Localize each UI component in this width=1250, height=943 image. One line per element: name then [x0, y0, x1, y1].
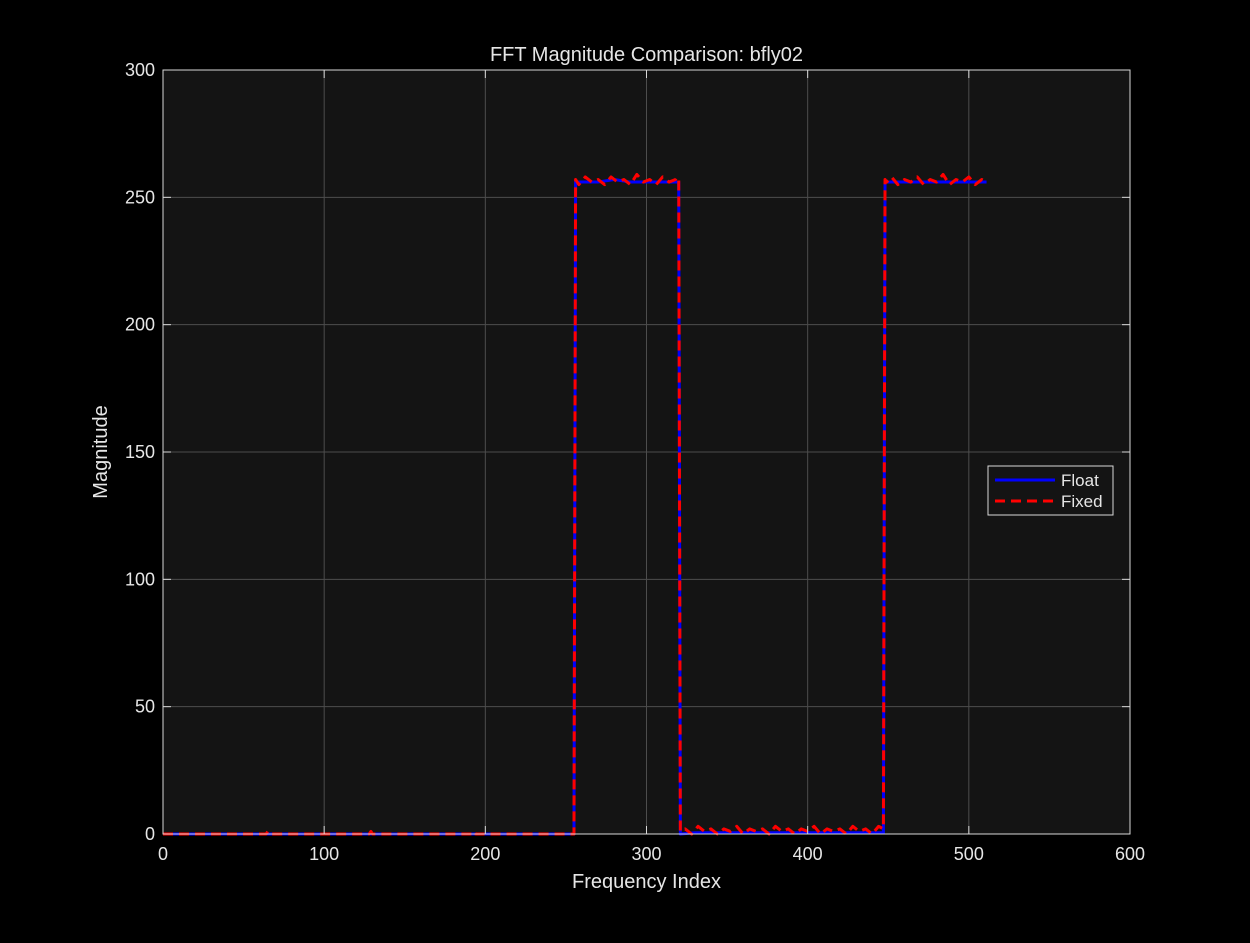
legend[interactable]: Float Fixed [987, 465, 1114, 516]
legend-box [987, 465, 1114, 516]
x-tick-label: 400 [793, 844, 823, 864]
y-tick-label: 50 [135, 697, 155, 717]
x-tick-label: 200 [470, 844, 500, 864]
x-tick-label: 100 [309, 844, 339, 864]
y-tick-label: 0 [145, 824, 155, 844]
y-tick-label: 300 [125, 60, 155, 80]
legend-float-label: Float [1061, 471, 1099, 490]
y-tick-label: 100 [125, 569, 155, 589]
x-tick-label: 300 [631, 844, 661, 864]
chart-title: FFT Magnitude Comparison: bfly02 [490, 44, 803, 66]
legend-fixed-label: Fixed [1061, 492, 1103, 511]
x-tick-label: 500 [954, 844, 984, 864]
x-axis-label: Frequency Index [572, 871, 721, 893]
series-line-fixed [163, 172, 988, 836]
y-tick-label: 150 [125, 442, 155, 462]
x-tick-label: 0 [158, 844, 168, 864]
y-tick-label: 200 [125, 315, 155, 335]
y-axis-label: Magnitude [90, 405, 112, 498]
x-tick-label: 600 [1115, 844, 1145, 864]
series-layer [163, 172, 988, 836]
y-tick-label: 250 [125, 187, 155, 207]
tick-layer: 0 100 200 300 400 500 600 0 50 100 150 200 250 300 [125, 60, 1145, 864]
